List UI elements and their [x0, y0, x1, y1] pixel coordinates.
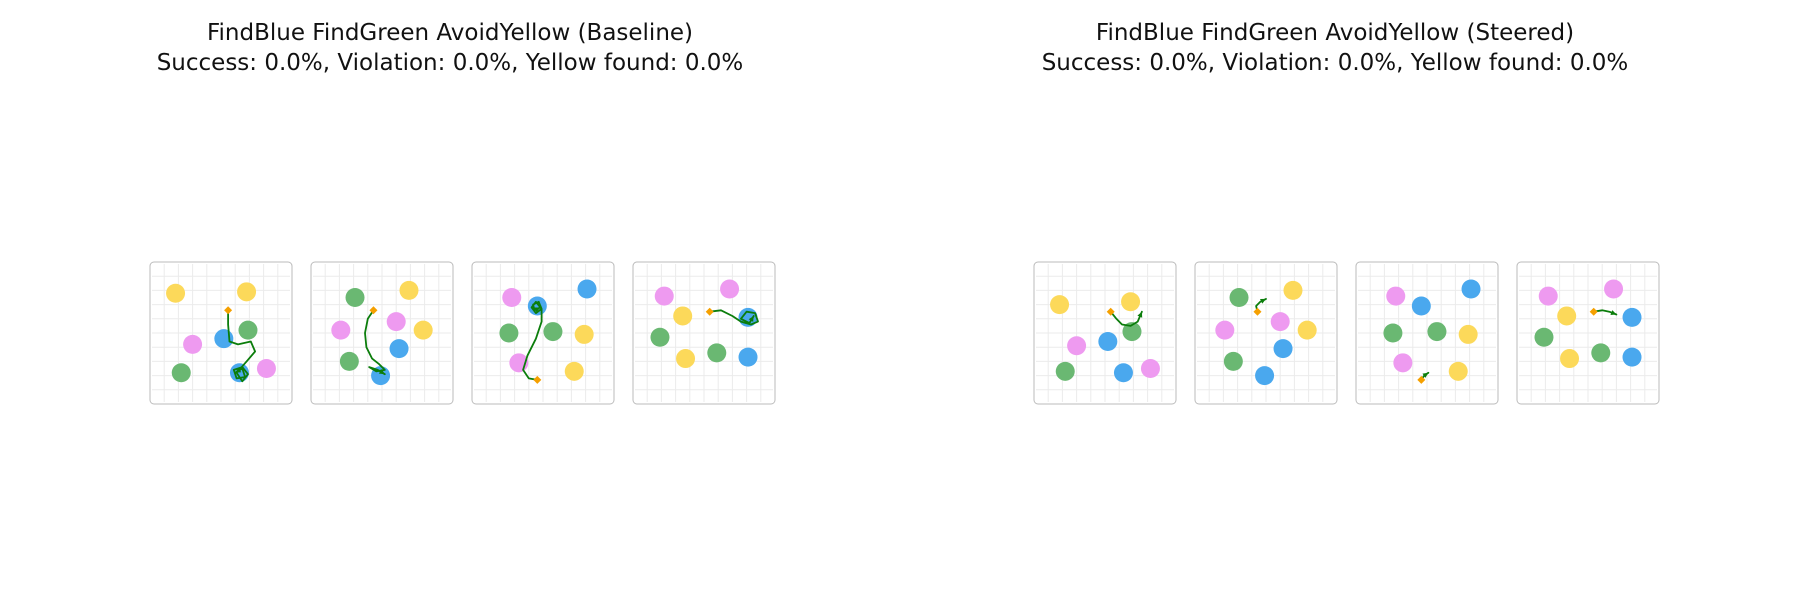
yellow-ball-point	[676, 349, 696, 369]
pink-ball-point	[331, 320, 351, 340]
start-marker	[369, 306, 378, 315]
pink-ball-point	[183, 334, 203, 354]
blue-ball-point	[1113, 363, 1133, 383]
start-marker	[1106, 307, 1115, 316]
green-ball-point	[238, 320, 258, 340]
steered-subtitle: Success: 0.0%, Violation: 0.0%, Yellow f…	[1041, 50, 1629, 76]
agent-trajectory	[1109, 310, 1143, 327]
blue-ball-point	[1255, 366, 1275, 386]
start-marker	[1253, 307, 1262, 316]
yellow-ball-point	[237, 282, 257, 302]
pink-ball-point	[1538, 286, 1558, 306]
blue-ball-point	[389, 339, 409, 359]
agent-trajectory	[708, 309, 759, 326]
pink-ball-point	[1386, 286, 1406, 306]
trajectory-end-arrow	[1137, 311, 1143, 318]
steered-title: FindBlue FindGreen AvoidYellow (Steered)	[1095, 20, 1575, 46]
green-ball-point	[1534, 327, 1554, 347]
blue-ball-point	[1461, 279, 1481, 299]
start-marker	[1589, 307, 1598, 316]
pink-ball-point	[1393, 353, 1413, 373]
yellow-ball-point	[1448, 361, 1468, 381]
green-ball-point	[1591, 343, 1611, 363]
green-ball-point	[171, 363, 191, 383]
blue-ball-point	[1411, 296, 1431, 316]
baseline-panel: FindBlue FindGreen AvoidYellow (Baseline…	[156, 20, 744, 76]
pink-ball-point	[502, 288, 522, 307]
green-ball-point	[1427, 322, 1447, 342]
pink-ball-point	[720, 279, 740, 299]
baseline-subtitle: Success: 0.0%, Violation: 0.0%, Yellow f…	[156, 50, 744, 76]
yellow-ball-point	[399, 280, 419, 300]
yellow-ball-point	[166, 283, 186, 303]
blue-ball-point	[1622, 347, 1642, 367]
green-ball-point	[1122, 322, 1142, 342]
green-ball-point	[1055, 361, 1075, 381]
start-marker	[705, 307, 714, 316]
trajectory-end-arrow	[1422, 372, 1429, 378]
episode-tile	[310, 261, 454, 405]
blue-ball-point	[214, 329, 234, 349]
green-ball-point	[339, 351, 359, 371]
yellow-ball-point	[1458, 324, 1478, 344]
yellow-ball-point	[1283, 280, 1303, 300]
blue-ball-point	[1622, 307, 1642, 327]
agent-trajectory	[364, 309, 386, 376]
yellow-ball-point	[1297, 320, 1317, 340]
green-ball-point	[543, 322, 563, 342]
blue-ball-point	[1098, 332, 1118, 352]
trajectory-end-arrow	[1260, 298, 1266, 304]
pink-ball-point	[386, 312, 406, 332]
trajectory-end-arrow	[378, 369, 385, 375]
start-marker	[224, 306, 233, 315]
episode-tile	[149, 261, 293, 405]
pink-ball-point	[654, 286, 674, 306]
episode-tile	[1194, 261, 1338, 405]
trajectory-end-arrow	[534, 307, 541, 313]
pink-ball-point	[1215, 320, 1235, 340]
baseline-title: FindBlue FindGreen AvoidYellow (Baseline…	[206, 20, 694, 46]
start-marker	[533, 375, 542, 384]
green-ball-point	[650, 327, 670, 347]
green-ball-point	[1223, 351, 1243, 371]
green-ball-point	[345, 288, 365, 307]
yellow-ball-point	[673, 306, 693, 326]
blue-ball-point	[1273, 339, 1293, 359]
agent-trajectory	[522, 300, 543, 381]
yellow-ball-point	[1557, 306, 1577, 326]
pink-ball-point	[1270, 312, 1290, 332]
start-marker	[1417, 375, 1426, 384]
blue-ball-point	[738, 347, 758, 367]
agent-trajectory	[227, 309, 256, 383]
episode-tile	[471, 261, 615, 405]
episode-tile	[632, 261, 776, 405]
green-ball-point	[1229, 288, 1249, 307]
yellow-ball-point	[413, 320, 433, 340]
episode-tile	[1033, 261, 1177, 405]
yellow-ball-point	[1050, 295, 1070, 315]
pink-ball-point	[1140, 359, 1160, 378]
green-ball-point	[499, 323, 519, 343]
pink-ball-point	[1067, 336, 1087, 356]
yellow-ball-point	[1121, 292, 1141, 312]
green-ball-point	[1383, 323, 1403, 343]
yellow-ball-point	[564, 361, 584, 381]
green-ball-point	[707, 343, 727, 363]
pink-ball-point	[1604, 279, 1624, 299]
yellow-ball-point	[574, 324, 594, 344]
trajectory-end-arrow	[235, 367, 242, 373]
pink-ball-point	[256, 359, 276, 378]
steered-panel: FindBlue FindGreen AvoidYellow (Steered)…	[885, 0, 1785, 600]
yellow-ball-point	[1560, 349, 1580, 369]
blue-ball-point	[577, 279, 597, 299]
trajectory-end-arrow	[1610, 310, 1617, 315]
trajectory-end-arrow	[748, 315, 754, 322]
episode-tile	[1355, 261, 1499, 405]
episode-tile	[1516, 261, 1660, 405]
